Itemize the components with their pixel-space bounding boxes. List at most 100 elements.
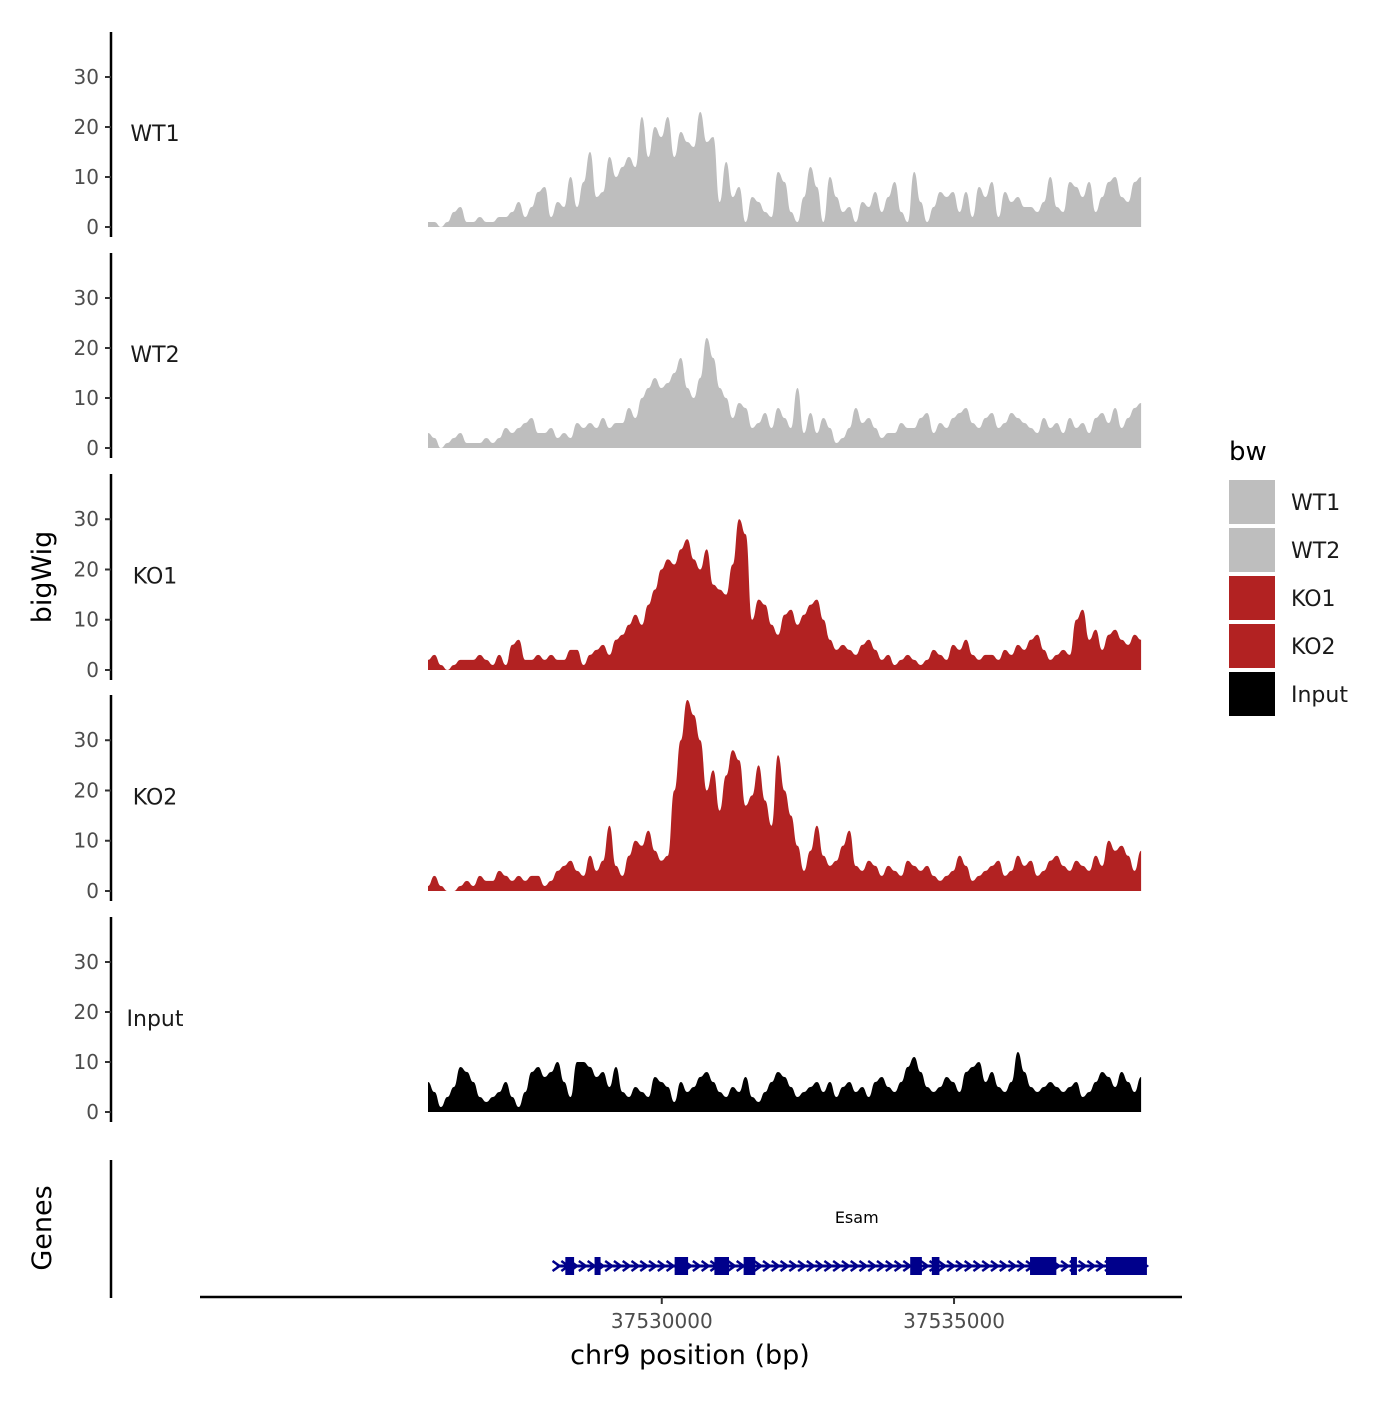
y-tick-label: 10: [74, 608, 99, 632]
y-tick-label: 0: [86, 1100, 99, 1124]
strand-chevron: [753, 1259, 764, 1273]
y-tick-label: 10: [74, 386, 99, 410]
strand-chevron: [639, 1259, 650, 1273]
track-label-input: Input: [127, 1007, 184, 1032]
genes-layer: Esam: [109, 1160, 1150, 1298]
strand-chevron: [990, 1259, 1001, 1273]
legend-label: WT1: [1291, 491, 1340, 516]
exon: [1106, 1257, 1147, 1275]
signal-area-ko1: [428, 519, 1142, 670]
strand-chevron: [806, 1259, 816, 1273]
exon: [743, 1257, 756, 1275]
y-tick-label: 20: [74, 336, 99, 360]
legend-entry-input: Input: [1229, 672, 1348, 716]
track-label-wt1: WT1: [130, 122, 179, 147]
y-tick-label: 10: [74, 1050, 99, 1074]
signal-area-wt2: [428, 338, 1142, 448]
strand-chevron: [858, 1259, 869, 1273]
strand-chevron: [998, 1259, 1009, 1273]
strand-chevron: [963, 1259, 974, 1273]
track-wt2: 0 10 20 30 WT2: [74, 253, 1142, 460]
y-tick-label: 30: [74, 507, 99, 531]
strand-chevron: [788, 1259, 799, 1273]
strand-chevron: [920, 1259, 930, 1273]
strand-chevron: [867, 1259, 878, 1273]
strand-chevron: [972, 1259, 983, 1273]
strand-chevron: [1016, 1259, 1027, 1273]
strand-chevron: [1086, 1259, 1097, 1273]
legend-swatch: [1229, 528, 1275, 572]
y-axis-title: bigWig: [27, 531, 58, 624]
strand-chevron: [630, 1259, 641, 1273]
strand-chevron: [814, 1259, 825, 1273]
legend: WT1 WT2 KO1 KO2 Input: [1229, 480, 1348, 716]
legend-label: Input: [1291, 683, 1348, 708]
gene-label: Esam: [835, 1208, 879, 1227]
y-tick-label: 30: [74, 728, 99, 752]
strand-chevron: [885, 1259, 895, 1273]
x-axis: 37530000 37535000: [200, 1295, 1182, 1333]
strand-chevron: [876, 1259, 887, 1273]
track-ko2: 0 10 20 30 KO2: [74, 695, 1142, 903]
exon: [910, 1257, 922, 1275]
track-label-ko2: KO2: [133, 785, 178, 810]
strand-chevron: [771, 1259, 781, 1273]
exon: [1070, 1257, 1077, 1275]
strand-chevron: [1095, 1259, 1106, 1273]
strand-chevron: [762, 1259, 773, 1273]
exon: [674, 1257, 689, 1275]
y-tick-label: 20: [74, 115, 99, 139]
strand-chevron: [849, 1259, 860, 1273]
y-tick-label: 0: [86, 436, 99, 460]
legend-entry-wt2: WT2: [1229, 528, 1340, 572]
x-axis-title: chr9 position (bp): [570, 1340, 810, 1371]
strand-chevron: [727, 1259, 738, 1273]
strand-chevron: [551, 1259, 562, 1273]
strand-chevron: [665, 1259, 676, 1273]
legend-swatch: [1229, 576, 1275, 620]
strand-chevron: [1060, 1259, 1071, 1273]
exon: [931, 1257, 940, 1275]
x-tick-label: 37535000: [903, 1309, 1005, 1333]
y-tick-label: 20: [74, 778, 99, 802]
strand-chevron: [621, 1259, 632, 1273]
legend-label: KO2: [1291, 635, 1336, 660]
legend-swatch: [1229, 672, 1275, 716]
track-label-ko1: KO1: [133, 564, 178, 589]
y-tick-label: 30: [74, 65, 99, 89]
strand-chevron: [841, 1259, 852, 1273]
y-tick-label: 30: [74, 950, 99, 974]
legend-label: WT2: [1291, 539, 1340, 564]
strand-chevron: [692, 1259, 702, 1273]
track-wt1: 0 10 20 30 WT1: [74, 32, 1142, 239]
strand-chevron: [946, 1259, 957, 1273]
legend-entry-wt1: WT1: [1229, 480, 1340, 524]
signal-area-input: [428, 1052, 1142, 1112]
strand-chevron: [700, 1259, 711, 1273]
signal-area-wt1: [428, 112, 1142, 227]
strand-chevron: [937, 1259, 948, 1273]
strand-chevron: [823, 1259, 834, 1273]
tracks-layer: 0 10 20 30 WT1 0 10 20 30 WT2 0 10 20 30 KO1 0 10 20 30 KO2…: [74, 32, 1142, 1124]
strand-chevron: [797, 1259, 808, 1273]
legend-entry-ko2: KO2: [1229, 624, 1336, 668]
track-input: 0 10 20 30 Input: [74, 917, 1142, 1124]
exon: [714, 1257, 729, 1275]
strand-chevron: [613, 1259, 624, 1273]
strand-chevron: [955, 1259, 966, 1273]
legend-title: bw: [1229, 437, 1267, 467]
signal-area-ko2: [428, 700, 1142, 891]
legend-swatch: [1229, 624, 1275, 668]
strand-chevron: [604, 1259, 615, 1273]
y-tick-label: 20: [74, 1000, 99, 1024]
y-tick-label: 20: [74, 557, 99, 581]
strand-chevron: [779, 1259, 790, 1273]
strand-chevron: [981, 1259, 992, 1273]
strand-chevron: [1007, 1259, 1018, 1273]
strand-chevron: [1077, 1259, 1088, 1273]
x-tick-label: 37530000: [611, 1309, 713, 1333]
legend-swatch: [1229, 480, 1275, 524]
track-label-wt2: WT2: [130, 343, 179, 368]
y-tick-label: 0: [86, 658, 99, 682]
